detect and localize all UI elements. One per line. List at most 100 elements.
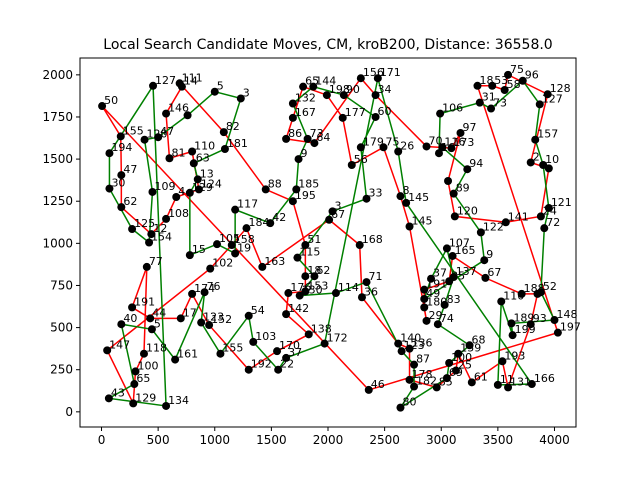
y-tick-label: 1000: [42, 236, 73, 250]
node-label: 22: [280, 358, 294, 371]
node-label: 49: [426, 287, 440, 300]
node-label: 184: [248, 216, 269, 229]
node-label: 82: [226, 120, 240, 133]
node-label: 52: [543, 280, 557, 293]
node-point: [450, 212, 459, 221]
node-point: [488, 81, 497, 90]
node-label: 87: [416, 353, 430, 366]
node-point: [433, 320, 442, 329]
node-label: 17: [183, 306, 197, 319]
node-label: 15: [192, 243, 206, 256]
node-point: [467, 378, 476, 387]
node-label: 3: [243, 86, 250, 99]
node-label: 37: [288, 346, 302, 359]
node-point: [149, 81, 158, 90]
node-point: [356, 74, 365, 83]
node-point: [236, 94, 245, 103]
x-tick-label: 4000: [539, 433, 570, 447]
node-label: 89: [456, 182, 470, 195]
node-point: [274, 365, 283, 374]
node-point: [445, 277, 454, 286]
node-label: 16: [441, 141, 455, 154]
node-point: [147, 325, 156, 334]
node-point: [355, 241, 364, 250]
node-point: [473, 81, 482, 90]
node-label: 58: [507, 78, 521, 91]
node-point: [493, 380, 502, 389]
node-point: [465, 341, 474, 350]
x-tick-label: 2500: [369, 433, 400, 447]
node-label: 44: [152, 306, 166, 319]
node-point: [362, 194, 371, 203]
node-label: 120: [457, 204, 478, 217]
node-point: [171, 355, 180, 364]
node-label: 107: [449, 236, 470, 249]
node-label: 26: [400, 140, 414, 153]
node-label: 10: [545, 153, 559, 166]
node-label: 144: [315, 75, 336, 88]
node-label: 110: [194, 140, 215, 153]
node-point: [244, 365, 253, 374]
node-point: [322, 91, 331, 100]
node-label: 146: [168, 102, 189, 115]
node-label: 185: [298, 177, 319, 190]
node-point: [301, 272, 310, 281]
node-label: 93: [533, 312, 547, 325]
node-point: [420, 303, 429, 312]
node-label: 36: [364, 285, 378, 298]
node-label: 167: [295, 106, 316, 119]
node-point: [304, 330, 313, 339]
node-label: 18: [479, 74, 493, 87]
node-point: [266, 219, 275, 228]
node-point: [231, 205, 240, 214]
node-point: [476, 228, 485, 237]
node-point: [420, 285, 429, 294]
node-label: 163: [264, 255, 285, 268]
x-tick-label: 1500: [256, 433, 287, 447]
node-label: 117: [237, 198, 258, 211]
node-point: [325, 215, 334, 224]
node-label: 73: [310, 127, 324, 140]
node-point: [394, 339, 403, 348]
node-point: [448, 251, 457, 260]
node-label: 142: [288, 302, 309, 315]
node-label: 136: [412, 337, 433, 350]
x-tick-label: 3500: [483, 433, 514, 447]
node-label: 73: [493, 97, 507, 110]
node-label: 176: [290, 281, 311, 294]
node-point: [116, 132, 125, 141]
node-label: 193: [504, 349, 525, 362]
node-point: [227, 241, 236, 250]
node-point: [216, 349, 225, 358]
node-label: 170: [279, 339, 300, 352]
x-axis: 0 500 1000 1500 2000 2500 3000 3500 4000: [98, 427, 570, 447]
node-label: 165: [455, 244, 476, 257]
node-label: 103: [255, 330, 276, 343]
node-label: 81: [171, 146, 185, 159]
node-label: 120: [147, 128, 168, 141]
node-point: [422, 142, 431, 151]
node-label: 161: [177, 348, 198, 361]
node-label: 147: [109, 338, 130, 351]
x-tick-label: 3000: [426, 433, 457, 447]
node-point: [162, 401, 171, 410]
node-label: 115: [299, 246, 320, 259]
node-label: 177: [345, 106, 366, 119]
node-point: [310, 272, 319, 281]
node-label: 88: [268, 177, 282, 190]
node-point: [444, 177, 453, 185]
node-label: 191: [134, 295, 155, 308]
node-point: [105, 149, 114, 158]
node-label: 63: [196, 151, 210, 164]
node-label: 158: [234, 233, 255, 246]
node-label: 9: [486, 248, 493, 261]
node-point: [231, 249, 240, 258]
node-label: 90: [346, 83, 360, 96]
node-point: [147, 230, 156, 239]
node-point: [193, 175, 202, 184]
y-axis: 0 250 500 750 1000 1250 1500 1750 2000: [42, 68, 80, 419]
node-point: [213, 240, 222, 249]
node-label: 153: [307, 279, 328, 292]
node-point: [402, 198, 411, 207]
node-point: [454, 349, 463, 358]
